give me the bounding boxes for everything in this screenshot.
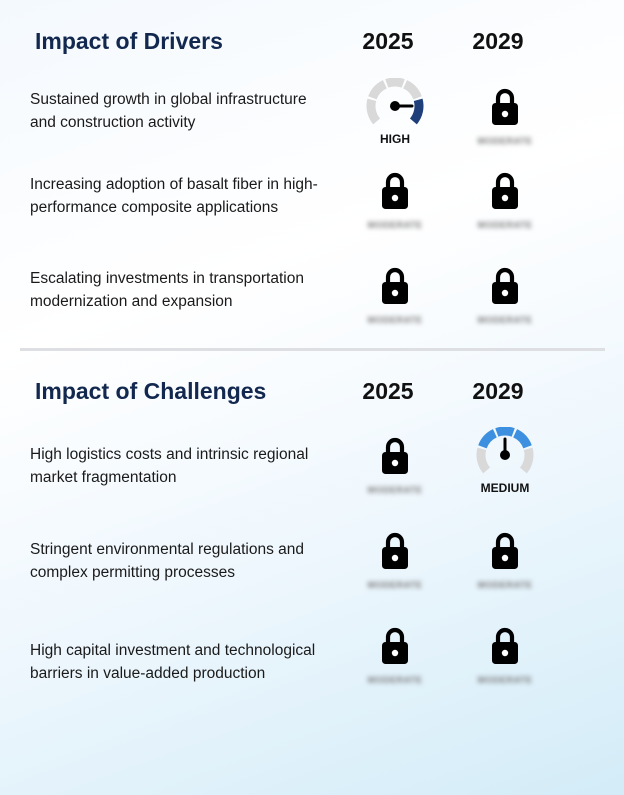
challenges-row-label: Stringent environmental regulations and … — [30, 541, 305, 581]
blurred-rating: MODERATE — [477, 675, 533, 685]
drivers-row-label: Sustained growth in global infrastructur… — [30, 91, 307, 131]
gauge-rating-cell: MEDIUM — [465, 426, 545, 517]
lock-icon — [380, 437, 410, 475]
gauge-level-label: MEDIUM — [480, 481, 530, 495]
lock-icon — [380, 267, 410, 305]
locked-rating-cell: MODERATE — [355, 267, 435, 347]
drivers-title: Impact of Drivers — [35, 28, 223, 54]
challenges-row-label: High capital investment and technologica… — [30, 642, 316, 682]
lock-icon — [490, 627, 520, 665]
lock-icon — [380, 532, 410, 570]
drivers-year-2029: 2029 — [472, 28, 524, 54]
drivers-year-2025: 2025 — [362, 28, 414, 54]
gauge-level-label: HIGH — [380, 132, 410, 146]
blurred-rating: MODERATE — [367, 315, 423, 325]
locked-rating-cell: MODERATE — [355, 172, 435, 252]
challenges-year-2025: 2025 — [362, 378, 414, 404]
drivers-row-label: Escalating investments in transportation… — [30, 270, 304, 310]
lock-icon — [490, 532, 520, 570]
lock-icon — [380, 172, 410, 210]
locked-rating-cell: MODERATE — [465, 88, 545, 168]
lock-icon — [490, 88, 520, 126]
locked-rating-cell: MODERATE — [465, 267, 545, 347]
blurred-rating: MODERATE — [477, 136, 533, 146]
locked-rating-cell: MODERATE — [465, 172, 545, 252]
section-divider — [20, 348, 605, 351]
blurred-rating: MODERATE — [367, 580, 423, 590]
challenges-title: Impact of Challenges — [35, 378, 267, 404]
locked-rating-cell: MODERATE — [465, 627, 545, 707]
lock-icon — [380, 627, 410, 665]
lock-icon — [490, 172, 520, 210]
blurred-rating: MODERATE — [367, 675, 423, 685]
gauge-icon — [365, 77, 425, 128]
challenges-row-label: High logistics costs and intrinsic regio… — [30, 446, 309, 486]
lock-icon — [490, 267, 520, 305]
blurred-rating: MODERATE — [367, 220, 423, 230]
gauge-icon — [475, 426, 535, 477]
blurred-rating: MODERATE — [477, 580, 533, 590]
blurred-rating: MODERATE — [477, 315, 533, 325]
locked-rating-cell: MODERATE — [465, 532, 545, 612]
locked-rating-cell: MODERATE — [355, 532, 435, 612]
blurred-rating: MODERATE — [477, 220, 533, 230]
drivers-row-label: Increasing adoption of basalt fiber in h… — [30, 176, 318, 216]
blurred-rating: MODERATE — [367, 485, 423, 495]
locked-rating-cell: MODERATE — [355, 437, 435, 517]
challenges-year-2029: 2029 — [472, 378, 524, 404]
locked-rating-cell: MODERATE — [355, 627, 435, 707]
gauge-rating-cell: HIGH — [355, 77, 435, 168]
